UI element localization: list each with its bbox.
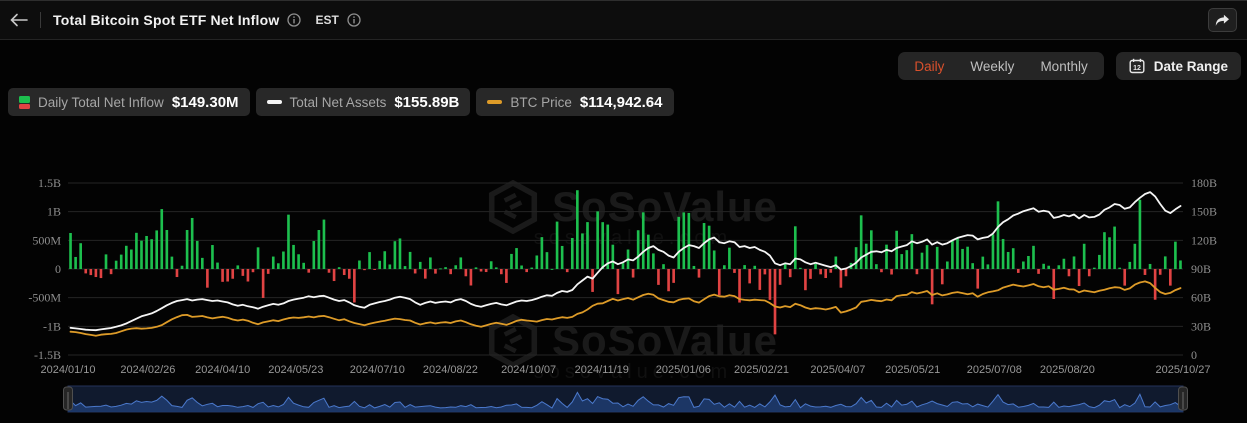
svg-text:30B: 30B	[1191, 319, 1211, 333]
net-inflow-bars[interactable]	[69, 190, 1182, 335]
svg-text:0: 0	[1191, 348, 1197, 362]
interval-tabs: Daily Weekly Monthly	[898, 52, 1104, 80]
svg-text:2024/11/19: 2024/11/19	[575, 364, 629, 376]
svg-text:2025/05/21: 2025/05/21	[885, 364, 940, 376]
tab-monthly[interactable]: Monthly	[1027, 54, 1100, 79]
timezone-info-icon[interactable]	[347, 13, 361, 27]
svg-text:2024/01/10: 2024/01/10	[40, 364, 95, 376]
svg-text:180B: 180B	[1191, 176, 1217, 190]
svg-text:2024/02/26: 2024/02/26	[120, 364, 175, 376]
chart-legend: Daily Total Net Inflow $149.30M Total Ne…	[8, 88, 674, 116]
svg-text:0: 0	[55, 262, 61, 276]
svg-text:90B: 90B	[1191, 262, 1211, 276]
svg-text:2024/07/10: 2024/07/10	[350, 364, 405, 376]
svg-text:2025/08/20: 2025/08/20	[1040, 364, 1095, 376]
timezone-label: EST	[315, 13, 339, 27]
svg-text:2024/04/10: 2024/04/10	[195, 364, 250, 376]
arrow-left-icon	[10, 13, 28, 27]
net-assets-line-swatch-icon	[266, 100, 282, 104]
topbar: Total Bitcoin Spot ETF Net Inflow EST	[0, 0, 1247, 40]
legend-label: BTC Price	[510, 94, 572, 110]
svg-text:2024/10/07: 2024/10/07	[501, 364, 556, 376]
svg-text:2025/01/06: 2025/01/06	[656, 364, 711, 376]
svg-text:-1B: -1B	[43, 319, 61, 333]
legend-value: $114,942.64	[579, 93, 663, 111]
svg-text:-1.5B: -1.5B	[34, 348, 61, 362]
nav-handle-left[interactable]	[63, 386, 73, 411]
svg-text:60B: 60B	[1191, 291, 1211, 305]
svg-text:2025/04/07: 2025/04/07	[810, 364, 865, 376]
svg-text:2025/02/21: 2025/02/21	[734, 364, 789, 376]
net-inflow-swatch-icon	[19, 95, 30, 109]
svg-text:500M: 500M	[32, 233, 61, 247]
navigator[interactable]	[63, 385, 1188, 413]
date-range-button[interactable]: 12 Date Range	[1115, 52, 1241, 80]
legend-value: $149.30M	[171, 93, 239, 111]
svg-text:2025/07/08: 2025/07/08	[967, 364, 1022, 376]
back-button[interactable]	[10, 13, 28, 27]
svg-text:12: 12	[1133, 65, 1141, 72]
svg-text:2024/08/22: 2024/08/22	[423, 364, 478, 376]
net-assets-line[interactable]	[69, 191, 1182, 332]
svg-text:2025/10/27: 2025/10/27	[1155, 364, 1210, 376]
legend-label: Daily Total Net Inflow	[38, 94, 164, 110]
svg-text:1B: 1B	[47, 205, 61, 219]
legend-item-net-inflow[interactable]: Daily Total Net Inflow $149.30M	[8, 88, 250, 116]
legend-item-btc-price[interactable]: BTC Price $114,942.64	[476, 88, 674, 116]
calendar-icon: 12	[1129, 58, 1145, 74]
header-divider	[40, 12, 41, 28]
btc-price-line[interactable]	[69, 280, 1182, 337]
svg-text:2024/05/23: 2024/05/23	[268, 364, 323, 376]
x-axis-labels: 2024/01/10 2024/02/26 2024/04/10 2024/05/23…	[40, 364, 1210, 376]
tab-weekly[interactable]: Weekly	[957, 54, 1027, 79]
share-button[interactable]	[1208, 8, 1237, 32]
legend-label: Total Net Assets	[289, 94, 387, 110]
date-range-label: Date Range	[1153, 58, 1228, 74]
page-title: Total Bitcoin Spot ETF Net Inflow	[53, 12, 280, 28]
title-info-icon[interactable]	[287, 13, 302, 27]
svg-text:-500M: -500M	[28, 291, 61, 305]
tab-daily[interactable]: Daily	[901, 54, 957, 79]
svg-text:150B: 150B	[1191, 205, 1217, 219]
svg-text:1.5B: 1.5B	[38, 176, 61, 190]
legend-item-net-assets[interactable]: Total Net Assets $155.89B	[255, 88, 471, 116]
controls-row: Daily Weekly Monthly 12 Date Range	[898, 52, 1241, 80]
share-icon	[1215, 14, 1229, 26]
btc-price-line-swatch-icon	[487, 100, 503, 104]
svg-text:120B: 120B	[1191, 233, 1217, 247]
legend-value: $155.89B	[394, 93, 460, 111]
nav-handle-right[interactable]	[1178, 386, 1188, 411]
